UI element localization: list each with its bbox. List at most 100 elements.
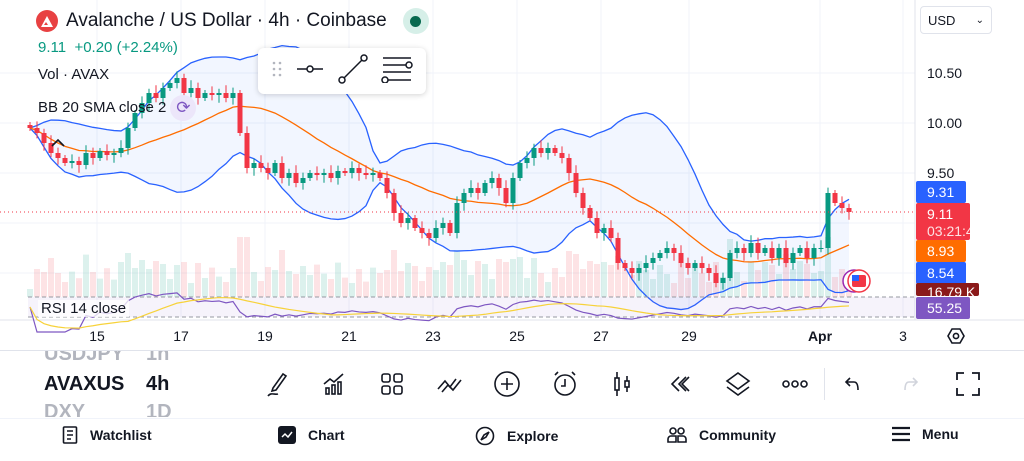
volume-bar [55,273,61,297]
nav-label: Chart [308,427,345,443]
price-tick: 10.50 [927,65,963,81]
chart-settings-icon[interactable] [946,326,966,351]
candle-body [265,168,271,173]
redo-icon [882,368,940,400]
bb-indicator-legend[interactable]: BB 20 SMA close 2 ⟳ [38,95,197,121]
volume-bar [104,268,110,297]
candle-body [748,243,754,253]
volume-bar [552,268,558,297]
add-plus-icon[interactable] [478,368,536,400]
replay-icon[interactable] [651,368,709,400]
undo-icon[interactable] [823,368,882,400]
volume-bar [531,258,537,297]
bar-countdown: 03:21:44 [927,223,982,239]
sync-icon[interactable]: ⟳ [170,95,197,121]
candle-body [629,268,635,273]
volume-bar [272,270,278,297]
nav-chart[interactable]: Chart [278,426,345,444]
layers-icon[interactable] [709,368,767,400]
price-chart[interactable] [0,0,1024,350]
symbol-option[interactable]: USDJPY [44,351,125,365]
drag-handle-icon[interactable] [271,60,283,83]
candle-body [608,228,614,238]
volume-bar [524,278,530,297]
symbol-option[interactable]: DXY [44,401,86,417]
candle-body [48,143,54,153]
currency-select[interactable]: USD ⌄ [920,6,992,34]
symbol-title[interactable]: Avalanche / US Dollar · 4h · Coinbase [36,8,429,34]
fullscreen-icon[interactable] [939,368,997,400]
candle-body [762,248,768,253]
volume-bar [391,250,397,297]
candle-body [349,168,355,173]
volume-bar [97,278,103,297]
volume-bar [69,271,75,297]
nav-community[interactable]: Community [667,426,776,444]
candle-body [27,125,33,128]
candle-body [594,218,600,233]
rsi-ma-line [29,296,850,329]
volume-bar [153,261,159,297]
volume-bar [468,275,474,297]
volume-bar [811,273,817,297]
volume-bar [286,271,292,297]
community-icon [667,427,687,443]
indicators-icon[interactable] [306,368,364,400]
candle-body [741,248,747,253]
candles-icon[interactable] [594,368,652,400]
volume-bar [671,283,677,297]
volume-bar [615,256,621,297]
volume-bar [251,272,257,297]
compare-icon[interactable] [421,368,479,400]
time-tick: 25 [509,328,525,344]
volume-bar [216,276,222,297]
candle-body [111,153,117,155]
price-tick: 10.00 [927,115,963,131]
rsi-indicator-legend[interactable]: RSI 14 close [38,300,130,317]
volume-bar [692,264,698,297]
bb-basis-tag: 8.93 [916,240,966,262]
time-tick: 3 [899,328,907,344]
fib-retracement-icon[interactable] [381,55,413,88]
chevron-down-icon: ⌄ [975,14,984,26]
time-tick: Apr [807,328,833,344]
volume-bar [300,266,306,297]
divider [0,350,1024,351]
alert-clock-icon[interactable] [536,368,594,400]
candle-body [328,173,334,178]
candle-body [377,173,383,178]
symbol-current[interactable]: AVAXUS [44,373,125,395]
volume-bar [839,269,845,297]
horizontal-ray-icon[interactable] [296,62,324,80]
volume-bar [321,273,327,297]
symbol-picker[interactable]: USDJPY 1h AVAXUS 4h DXY 1D [0,351,200,417]
candle-body [769,248,775,258]
interval-current[interactable]: 4h [146,373,170,395]
last-price-tag: 9.11 03:21:44 [916,203,982,240]
volume-bar [139,260,145,297]
candle-body [790,253,796,263]
volume-bar [475,261,481,297]
candle-body [489,178,495,183]
volume-bar [34,269,40,297]
nav-menu[interactable]: Menu [892,426,959,442]
bb-indicator-label: BB 20 SMA close 2 [38,98,167,116]
more-icon[interactable] [766,368,824,400]
volume-bar [825,237,831,297]
draw-pencil-icon[interactable] [248,368,306,400]
time-tick: 15 [89,328,105,344]
candle-body [678,253,684,263]
candle-body [468,188,474,193]
candle-body [384,178,390,193]
bb-upper-line [29,44,850,242]
candle-body [615,238,621,263]
interval-option[interactable]: 1D [146,401,172,417]
volume-indicator-label[interactable]: Vol · AVAX [38,66,110,83]
market-open-status-icon[interactable] [402,8,429,34]
layout-grid-icon[interactable] [363,368,421,400]
nav-explore[interactable]: Explore [475,426,558,446]
interval-option[interactable]: 1h [146,351,170,365]
nav-watchlist[interactable]: Watchlist [62,426,152,444]
rsi-indicator-label: RSI 14 close [41,300,127,317]
trend-line-icon[interactable] [338,53,368,89]
